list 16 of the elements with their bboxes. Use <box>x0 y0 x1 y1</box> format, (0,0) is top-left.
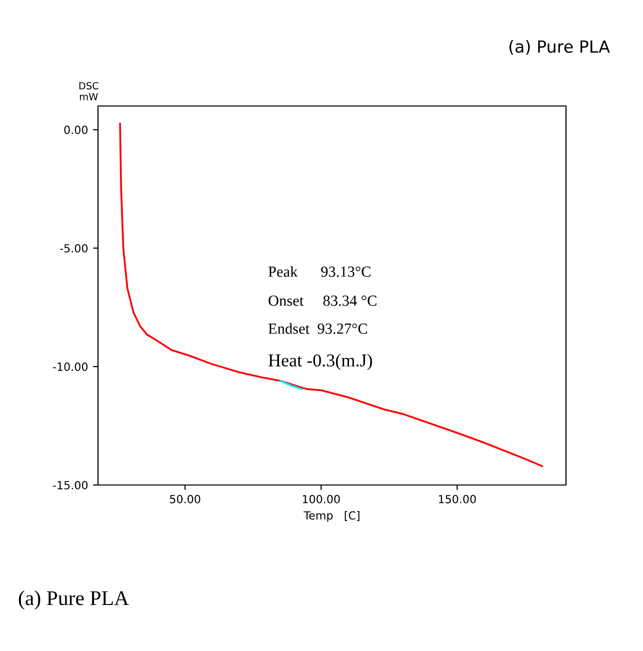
line-series <box>119 122 543 467</box>
annotation: Onset 83.34 °C <box>268 296 376 306</box>
y-tick-label: -15.00 <box>53 480 88 490</box>
x-axis-title: Temp [C] <box>304 511 360 522</box>
x-tick-label: 100.00 <box>302 494 340 504</box>
y-tick-label: 0.00 <box>64 126 88 134</box>
annotation: Peak 93.13°C <box>268 266 370 277</box>
y-tick-label: -10.00 <box>53 362 88 371</box>
x-tick-label: 150.00 <box>438 494 476 504</box>
chart-title: (a) Pure PLA <box>509 40 610 55</box>
annotation: Heat -0.3(m.J) <box>268 354 372 370</box>
text: (a) Pure PLA <box>18 590 129 610</box>
y-tick-label: -5.00 <box>60 244 88 253</box>
y-axis-title: DSC mW <box>79 82 98 100</box>
x-tick-label: 50.00 <box>170 494 200 504</box>
annotation: Endset 93.27°C <box>268 323 368 334</box>
